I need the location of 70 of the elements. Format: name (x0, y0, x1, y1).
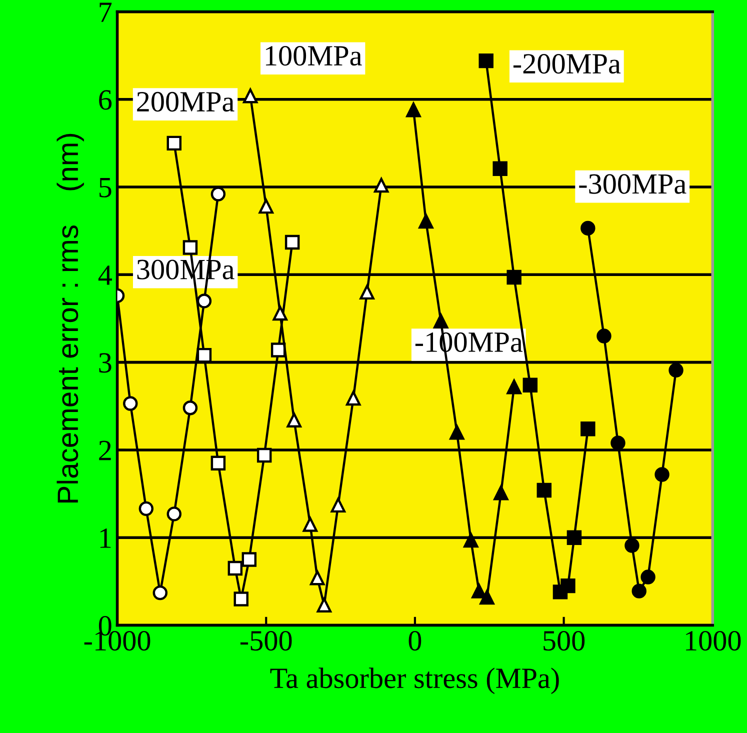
point (536, 482, 552, 498)
x-axis-title: Ta absorber stress (MPa) (270, 668, 559, 694)
point (123, 396, 138, 411)
y-tick-label: 1 (100, 528, 111, 548)
series-label: 100MPa (266, 46, 362, 66)
y-axis-title: Placement error : rms (nm) (56, 134, 84, 502)
point (272, 306, 288, 321)
point (406, 102, 421, 118)
point (580, 422, 596, 436)
point (610, 436, 626, 450)
point (284, 234, 300, 250)
point (472, 584, 486, 598)
point (228, 560, 243, 576)
point (580, 220, 596, 236)
point (210, 186, 226, 202)
point (286, 412, 302, 428)
point (560, 578, 576, 594)
x-tick-label: -500 (240, 630, 292, 651)
point (196, 294, 212, 308)
point (624, 538, 640, 553)
point (316, 598, 332, 612)
point (450, 425, 464, 440)
y-tick-label: 5 (100, 178, 112, 198)
y-tick-label: 6 (99, 90, 112, 110)
point (596, 328, 612, 344)
point (346, 390, 361, 406)
point (640, 570, 656, 584)
point (654, 467, 670, 482)
point (138, 501, 154, 516)
point (234, 592, 248, 606)
point (522, 378, 538, 392)
point (492, 161, 508, 176)
point (632, 584, 646, 598)
point (302, 517, 318, 532)
point (418, 214, 434, 229)
point (494, 486, 508, 500)
x-tick-label: 500 (544, 630, 585, 651)
point (506, 270, 522, 285)
point (360, 284, 374, 300)
point (242, 552, 257, 567)
point (166, 506, 182, 522)
x-tick-label: 0 (408, 630, 422, 651)
point (182, 400, 198, 416)
point (210, 456, 226, 470)
series-label: -200MPa (513, 54, 621, 74)
y-tick-label: 3 (99, 353, 112, 373)
point (258, 198, 274, 214)
point (166, 136, 182, 151)
y-tick-label: 2 (99, 440, 111, 460)
point (256, 448, 272, 463)
point (196, 348, 212, 363)
point (330, 498, 346, 513)
point (566, 530, 582, 545)
point (668, 362, 684, 378)
y-tick-label: 4 (98, 266, 112, 285)
point (433, 314, 448, 328)
point (478, 53, 494, 68)
y-tick-label: 7 (100, 2, 112, 22)
point (182, 240, 198, 255)
point (310, 570, 325, 586)
x-tick-label: 1000 (686, 630, 741, 651)
point (464, 532, 478, 548)
point (270, 342, 286, 358)
point (374, 178, 389, 193)
series-label: -300MPa (579, 174, 686, 194)
point (152, 585, 168, 600)
series-label: 200MPa (137, 92, 234, 112)
point (506, 379, 522, 394)
point (480, 590, 494, 605)
point (242, 88, 258, 104)
